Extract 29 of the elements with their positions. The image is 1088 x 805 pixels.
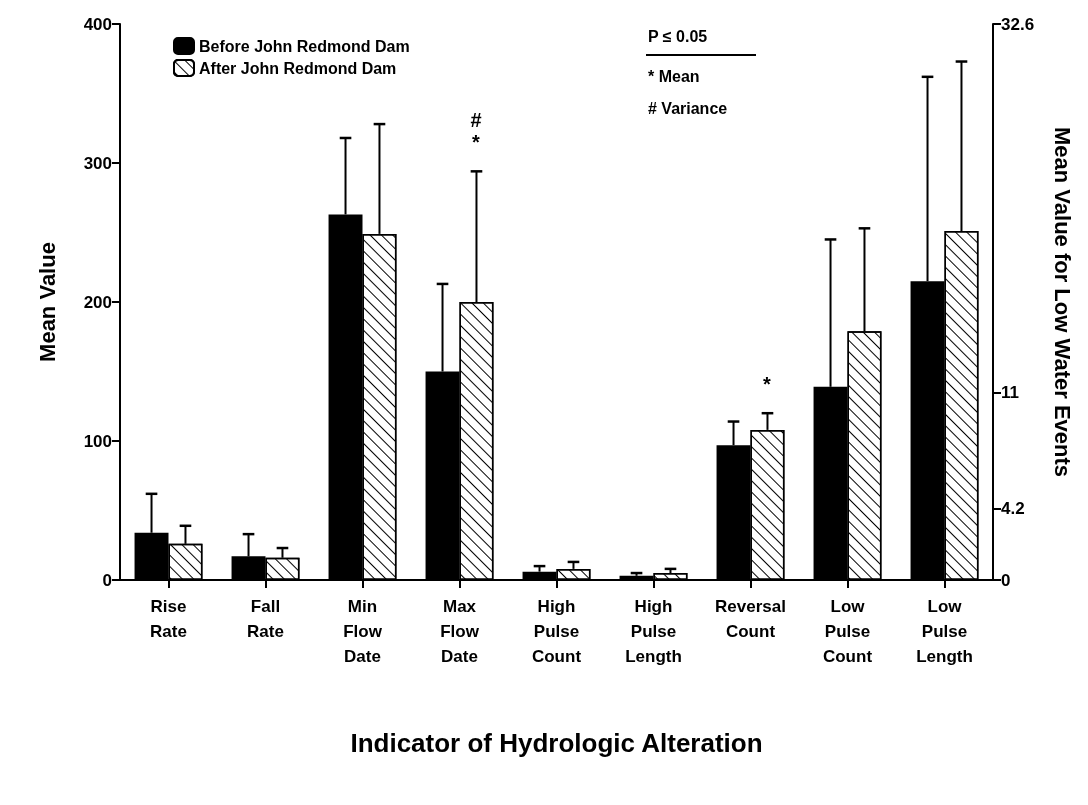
- annotation: *: [472, 131, 481, 153]
- x-tick-label: Reversal Count: [715, 597, 786, 641]
- y2-tick-label: 0: [1001, 570, 1011, 590]
- x-tick-label: Low Pulse Length: [916, 597, 973, 666]
- annotation: * Mean: [648, 67, 700, 85]
- y2-axis-title: Mean Value for Low Water Events: [1049, 126, 1075, 478]
- annotation: P ≤ 0.05: [648, 27, 708, 45]
- x-tick-label: High Pulse Count: [531, 597, 582, 666]
- x-tick-label: Low Pulse Count: [822, 597, 873, 666]
- y2-tick-label: 32.6: [1001, 14, 1035, 34]
- y-tick-label: 100: [83, 431, 112, 451]
- annotation: #: [470, 109, 482, 131]
- x-tick-label: Min Flow Date: [343, 597, 383, 666]
- y-axis-title: Mean Value: [34, 242, 60, 362]
- x-tick-label: Max Flow Date: [440, 597, 480, 666]
- x-tick-label: High Pulse Length: [625, 597, 682, 666]
- legend-label: After John Redmond Dam: [199, 59, 397, 77]
- annotation: # Variance: [648, 99, 728, 117]
- y-tick-label: 200: [83, 292, 112, 312]
- y-tick-label: 300: [83, 153, 112, 173]
- x-tick-label: Fall Rate: [247, 597, 284, 641]
- y2-tick-label: 11: [1001, 382, 1019, 402]
- legend-label: Before John Redmond Dam: [199, 37, 410, 55]
- annotation: *: [763, 373, 772, 395]
- y-tick-label: 400: [83, 14, 112, 34]
- x-tick-label: Rise Rate: [150, 597, 187, 641]
- x-axis-title: Indicator of Hydrologic Alteration: [350, 728, 763, 758]
- y2-tick-label: 4.2: [1001, 498, 1025, 518]
- y-tick-label: 0: [102, 570, 112, 590]
